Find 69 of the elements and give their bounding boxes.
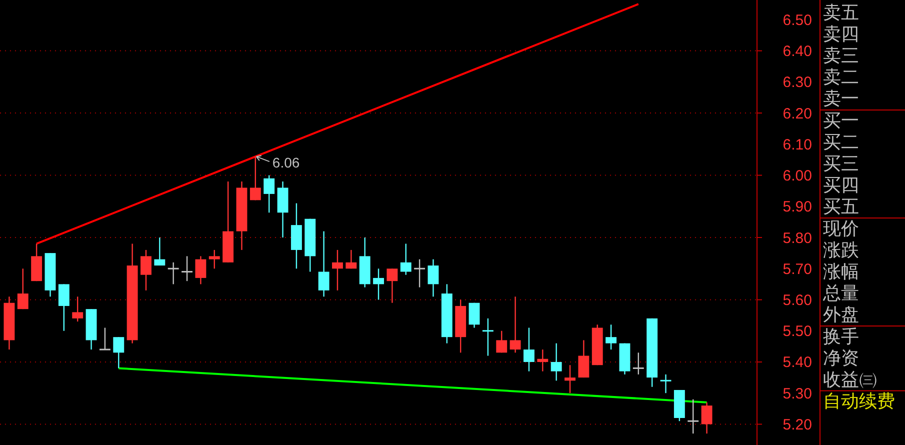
y-tick-label: 5.60 [782, 292, 812, 309]
text: 卖二 [823, 67, 859, 88]
y-tick-label: 5.90 [782, 198, 812, 216]
text: 自动续费 [823, 391, 895, 412]
candlestick [482, 318, 494, 356]
candlestick [140, 249, 152, 292]
text: 收益㈢ [823, 370, 877, 390]
candlestick [250, 156, 261, 201]
candlestick [413, 258, 426, 288]
candlestick [318, 230, 330, 298]
text: 买三 [823, 154, 859, 174]
candlestick [606, 324, 617, 350]
y-tick-label: 5.20 [782, 416, 812, 434]
text: 买一 [823, 110, 859, 132]
text: 卖五 [823, 2, 859, 24]
text: 买四 [823, 175, 859, 196]
text: 买二 [823, 132, 859, 153]
y-tick-label: 5.70 [782, 260, 812, 278]
candlestick [98, 327, 112, 350]
candlestick [113, 336, 124, 369]
candlestick [386, 268, 398, 304]
y-tick-label: 6.20 [782, 105, 812, 122]
candlestick [208, 249, 220, 270]
text: 买五 [823, 196, 859, 218]
y-tick-label: 6.50 [782, 12, 812, 29]
annotation: 6.06 [272, 154, 300, 170]
candlestick [346, 249, 357, 270]
candlestick [167, 262, 180, 285]
y-tick-label: 6.40 [782, 43, 812, 60]
candlestick [428, 258, 439, 298]
candlestick [400, 243, 412, 276]
candlestick [564, 364, 576, 394]
text: 换手 [823, 326, 859, 348]
candlestick [496, 330, 508, 354]
candlestick [550, 342, 562, 382]
candlestick [264, 174, 275, 214]
candlestick [17, 268, 28, 310]
y-tick-label: 5.50 [782, 323, 812, 340]
text: 卖一 [823, 88, 859, 110]
candlestick [537, 348, 548, 372]
candlestick [660, 374, 672, 394]
text: 涨跌 [823, 240, 859, 261]
y-tick-label: 5.30 [782, 385, 812, 402]
candlestick [72, 296, 84, 322]
candlestick [578, 340, 590, 378]
text: 卖四 [823, 24, 859, 45]
y-tick-label: 5.40 [782, 354, 812, 372]
text: 涨幅 [823, 262, 859, 282]
text: 净资 [823, 348, 859, 369]
candlestick [180, 256, 194, 282]
candlestick [58, 284, 70, 332]
candlestick [686, 398, 700, 434]
text: 外盘 [823, 304, 859, 326]
y-tick-label: 6.00 [782, 168, 812, 185]
candlestick [701, 402, 712, 434]
text: 总量 [822, 283, 859, 304]
candlestick [510, 296, 521, 354]
text: 现价 [823, 218, 859, 240]
candlestick [195, 256, 206, 285]
candlestick [154, 236, 166, 266]
candlestick [632, 352, 645, 376]
candlestick [332, 249, 343, 292]
candlestick [468, 302, 480, 328]
y-tick-label: 6.30 [782, 74, 812, 92]
text: 卖三 [823, 46, 859, 66]
candlestick [373, 268, 384, 300]
candlestick [524, 327, 534, 372]
y-tick-label: 5.80 [782, 230, 812, 247]
y-tick-label: 6.10 [782, 136, 812, 154]
